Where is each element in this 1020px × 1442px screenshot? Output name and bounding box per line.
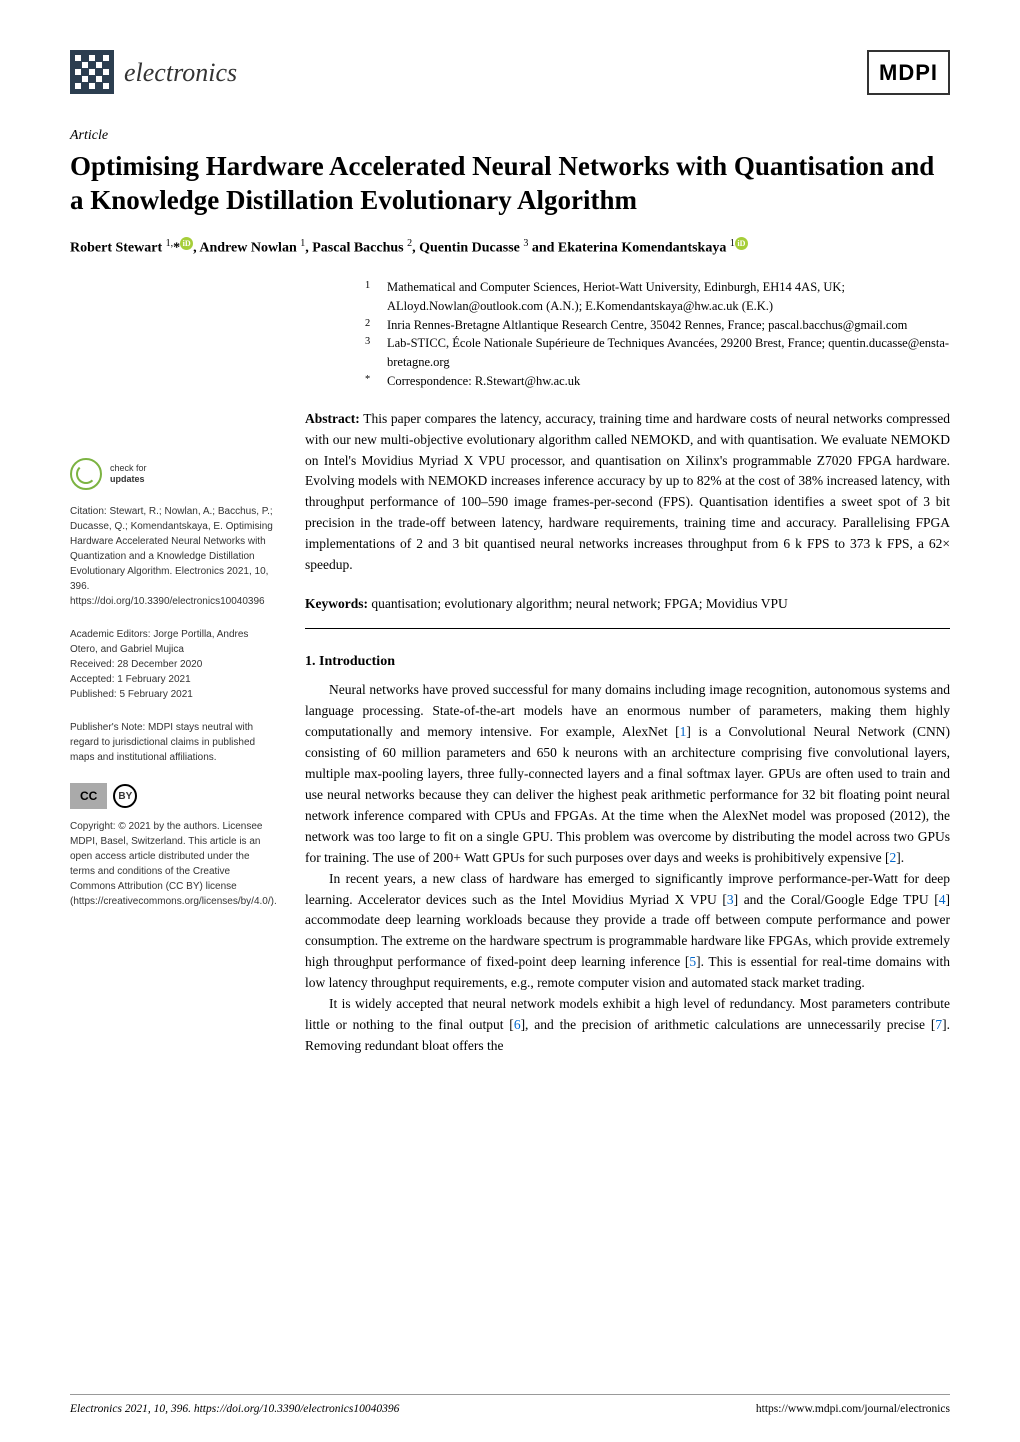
affiliation-row: 2Inria Rennes-Bretagne Altlantique Resea…	[365, 316, 950, 335]
citation-block: Citation: Stewart, R.; Nowlan, A.; Bacch…	[70, 504, 275, 609]
electronics-icon	[70, 50, 114, 94]
editors-block: Academic Editors: Jorge Portilla, Andres…	[70, 627, 275, 702]
copyright-block: Copyright: © 2021 by the authors. Licens…	[70, 819, 275, 909]
published-date: Published: 5 February 2021	[70, 687, 275, 702]
abstract-label: Abstract:	[305, 411, 360, 426]
footer-right: https://www.mdpi.com/journal/electronics	[756, 1401, 950, 1418]
cc-icon: CC	[70, 783, 107, 809]
cc-license-badges: CC BY	[70, 783, 275, 809]
section-1-p3: It is widely accepted that neural networ…	[305, 994, 950, 1057]
keywords: Keywords: quantisation; evolutionary alg…	[305, 594, 950, 614]
journal-logo: electronics	[70, 50, 237, 94]
divider	[305, 628, 950, 629]
received-date: Received: 28 December 2020	[70, 657, 275, 672]
article-title: Optimising Hardware Accelerated Neural N…	[70, 150, 950, 218]
section-1-heading: 1. Introduction	[305, 651, 950, 672]
editors: Academic Editors: Jorge Portilla, Andres…	[70, 627, 275, 657]
affiliation-row: *Correspondence: R.Stewart@hw.ac.uk	[365, 372, 950, 391]
main-content: 1Mathematical and Computer Sciences, Her…	[305, 278, 950, 1057]
affiliation-row: 3Lab-STICC, École Nationale Supérieure d…	[365, 334, 950, 372]
mdpi-logo: MDPI	[867, 50, 950, 95]
journal-name: electronics	[124, 53, 237, 92]
section-1-p2: In recent years, a new class of hardware…	[305, 869, 950, 995]
check-updates-label: check for updates	[110, 463, 147, 485]
keywords-text: quantisation; evolutionary algorithm; ne…	[371, 596, 787, 611]
sidebar: check for updates Citation: Stewart, R.;…	[70, 278, 275, 1057]
updates-icon	[70, 458, 102, 490]
publishers-note: Publisher's Note: MDPI stays neutral wit…	[70, 720, 275, 765]
affiliation-row: 1Mathematical and Computer Sciences, Her…	[365, 278, 950, 316]
by-icon: BY	[113, 784, 137, 808]
affiliations: 1Mathematical and Computer Sciences, Her…	[365, 278, 950, 391]
header: electronics MDPI	[70, 50, 950, 95]
footer: Electronics 2021, 10, 396. https://doi.o…	[70, 1394, 950, 1418]
authors: Robert Stewart 1,*iD, Andrew Nowlan 1, P…	[70, 236, 950, 259]
footer-left: Electronics 2021, 10, 396. https://doi.o…	[70, 1401, 399, 1418]
citation-text: Citation: Stewart, R.; Nowlan, A.; Bacch…	[70, 506, 273, 607]
check-for-updates[interactable]: check for updates	[70, 458, 275, 490]
section-1-p1: Neural networks have proved successful f…	[305, 680, 950, 868]
article-type: Article	[70, 125, 950, 146]
abstract-text: This paper compares the latency, accurac…	[305, 411, 950, 572]
keywords-label: Keywords:	[305, 596, 368, 611]
abstract: Abstract: This paper compares the latenc…	[305, 409, 950, 576]
accepted-date: Accepted: 1 February 2021	[70, 672, 275, 687]
